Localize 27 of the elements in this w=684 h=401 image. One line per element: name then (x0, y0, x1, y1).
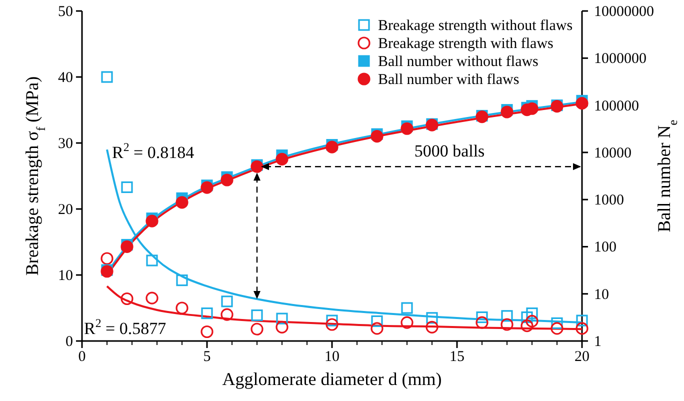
y2-tick-label: 10000 (594, 145, 632, 162)
x-tick-label: 10 (324, 349, 340, 365)
y2-tick-label: 1000000 (594, 51, 646, 68)
x-tick-label: 5 (203, 349, 211, 365)
x-tick-label: 20 (574, 349, 590, 365)
annotation: R$^{2}$ = 0.8184 (112, 140, 195, 162)
annotation: R$^{2}$ = 0.5877 (84, 316, 167, 338)
x-axis-title: Agglomerate diameter d (mm) (222, 369, 442, 389)
y-tick-label: 0 (66, 334, 73, 350)
y2-tick-label: 1 (594, 334, 602, 350)
y-tick-label: 10 (58, 268, 73, 284)
y-tick-label: 30 (58, 136, 73, 152)
legend-label: Ball number with flaws (378, 72, 520, 88)
legend-label: Ball number without flaws (378, 54, 539, 70)
ref-line-label: 5000 balls (414, 142, 485, 161)
y2-tick-label: 10 (594, 286, 609, 303)
y2-tick-label: 10000000 (594, 4, 654, 20)
y2-tick-label: 100000 (594, 98, 639, 114)
x-tick-label: 15 (450, 349, 464, 365)
legend-label: Breakage strength without flaws (378, 18, 573, 34)
y-tick-label: 50 (58, 4, 73, 20)
y-tick-label: 40 (58, 70, 73, 86)
x-tick-label: 0 (78, 349, 86, 365)
y-tick-label: 20 (58, 202, 73, 218)
y2-tick-label: 1000 (594, 192, 624, 209)
legend-label: Breakage strength with flaws (378, 36, 554, 52)
y2-tick-label: 100 (594, 240, 616, 256)
